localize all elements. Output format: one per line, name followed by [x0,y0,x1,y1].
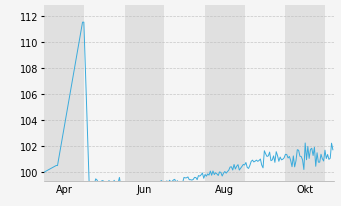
Bar [84,6,125,181]
Bar [164,6,205,181]
Bar [285,6,325,181]
Bar [125,6,164,181]
Bar [205,6,244,181]
Bar [44,6,84,181]
Bar [325,6,334,181]
Bar [244,6,285,181]
